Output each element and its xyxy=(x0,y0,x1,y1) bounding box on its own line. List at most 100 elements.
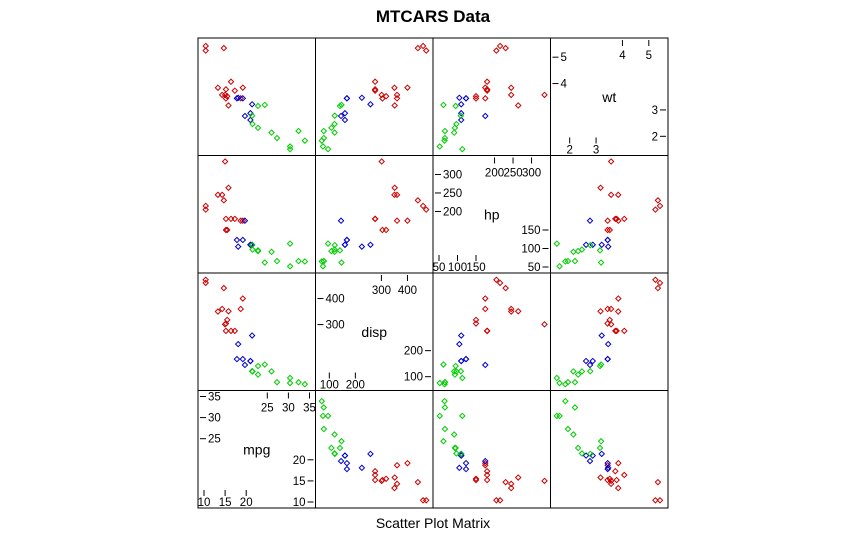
data-point xyxy=(358,243,366,250)
data-point xyxy=(571,257,579,265)
data-point xyxy=(472,320,480,327)
data-point xyxy=(254,247,262,255)
panel-r0-c2 xyxy=(432,37,551,156)
panel-r2-c2 xyxy=(432,272,551,391)
data-point xyxy=(214,84,222,92)
data-point xyxy=(481,112,489,120)
data-point xyxy=(241,217,249,225)
tick-label-mpg-y: 10 xyxy=(293,497,306,509)
data-point xyxy=(436,412,444,420)
data-point xyxy=(564,257,572,265)
data-point xyxy=(586,457,594,465)
data-point xyxy=(320,127,328,135)
data-point xyxy=(247,357,254,365)
data-point xyxy=(338,259,345,266)
data-point xyxy=(481,457,489,465)
data-point xyxy=(586,241,594,249)
data-point xyxy=(391,102,399,109)
data-point xyxy=(273,257,281,265)
data-point xyxy=(341,109,349,117)
data-point xyxy=(328,124,335,132)
data-point xyxy=(391,184,399,192)
data-point xyxy=(268,129,275,136)
data-point xyxy=(606,226,614,234)
data-point xyxy=(241,112,249,120)
data-point xyxy=(514,474,522,481)
data-point xyxy=(596,247,604,254)
data-point xyxy=(604,217,611,225)
data-point xyxy=(457,109,465,117)
tick-label-wt-y: 5 xyxy=(561,52,567,64)
data-point xyxy=(273,378,281,386)
tick-label-wt-x: 4 xyxy=(619,50,626,62)
data-point xyxy=(202,276,209,284)
panel-r2-c1: disp 100 200 300 400 300 400 100 200 xyxy=(315,272,434,392)
data-point xyxy=(393,217,401,225)
panel-frame xyxy=(432,272,551,391)
data-point xyxy=(331,246,338,253)
data-point xyxy=(441,425,449,433)
tick-label-hp-x: 300 xyxy=(522,168,541,180)
data-point xyxy=(493,47,500,54)
data-point xyxy=(202,42,209,50)
data-point xyxy=(222,86,230,93)
data-point xyxy=(440,101,447,109)
data-point xyxy=(324,145,332,153)
data-point xyxy=(483,327,491,335)
data-point xyxy=(414,197,422,204)
data-point xyxy=(254,362,262,370)
data-point xyxy=(331,112,339,120)
data-point xyxy=(341,452,349,459)
data-point xyxy=(481,95,489,102)
data-point xyxy=(391,484,398,492)
tick-label-wt-x: 3 xyxy=(593,145,599,157)
data-point xyxy=(614,308,622,315)
data-point xyxy=(452,102,459,110)
data-point xyxy=(222,95,230,102)
data-point xyxy=(450,129,458,136)
data-point xyxy=(598,332,606,339)
tick-label-mpg-x: 30 xyxy=(282,403,295,415)
data-point xyxy=(214,308,222,315)
data-point xyxy=(483,327,491,335)
data-point xyxy=(254,371,262,378)
data-point xyxy=(654,284,662,292)
panel-frame xyxy=(550,272,669,391)
data-point xyxy=(452,444,459,452)
data-point xyxy=(336,247,344,254)
data-point xyxy=(652,206,659,213)
panel-r0-c1 xyxy=(315,37,434,156)
tick-label-mpg-x: 15 xyxy=(219,497,232,509)
tick-label-mpg-y: 35 xyxy=(208,392,221,404)
data-point xyxy=(481,305,489,313)
data-point xyxy=(578,450,586,457)
chart-title: MTCARS Data xyxy=(376,7,491,26)
data-point xyxy=(371,476,379,484)
data-point xyxy=(239,84,247,91)
data-point xyxy=(331,431,338,438)
data-point xyxy=(249,246,256,253)
data-point xyxy=(239,217,247,225)
data-point xyxy=(320,257,328,265)
data-point xyxy=(371,78,379,86)
data-point xyxy=(607,305,615,313)
data-point xyxy=(514,102,522,109)
data-point xyxy=(218,305,226,313)
data-point xyxy=(612,215,619,223)
data-point xyxy=(481,361,489,369)
data-point xyxy=(414,44,422,52)
data-point xyxy=(301,380,309,388)
data-point xyxy=(462,459,470,467)
tick-label-hp-x: 150 xyxy=(466,262,485,274)
data-point xyxy=(453,368,460,375)
panel-frame xyxy=(550,390,669,509)
data-point xyxy=(472,95,480,102)
data-point xyxy=(620,471,628,479)
data-point xyxy=(233,95,241,102)
data-point xyxy=(419,42,427,50)
tick-label-mpg-x: 25 xyxy=(261,403,274,415)
panel-r2-c0 xyxy=(197,272,316,391)
data-point xyxy=(393,91,401,99)
diagonal-label-disp: disp xyxy=(361,324,387,340)
